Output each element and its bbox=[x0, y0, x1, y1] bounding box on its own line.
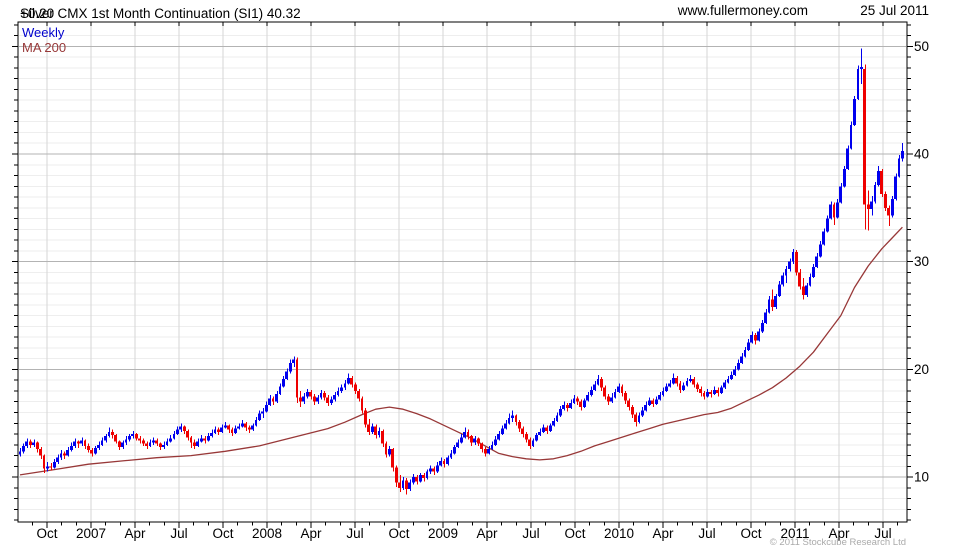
price-change: +0.20 bbox=[20, 6, 55, 21]
svg-text:2010: 2010 bbox=[604, 526, 634, 541]
svg-text:Oct: Oct bbox=[212, 526, 233, 541]
svg-text:2008: 2008 bbox=[252, 526, 282, 541]
svg-text:Apr: Apr bbox=[124, 526, 146, 541]
svg-text:Apr: Apr bbox=[300, 526, 322, 541]
svg-text:Jul: Jul bbox=[346, 526, 363, 541]
svg-text:Apr: Apr bbox=[476, 526, 498, 541]
svg-text:Oct: Oct bbox=[388, 526, 409, 541]
legend-ma-label: MA 200 bbox=[22, 40, 67, 55]
candlesticks bbox=[19, 48, 904, 495]
svg-text:Oct: Oct bbox=[564, 526, 585, 541]
ma-200-line bbox=[19, 226, 903, 476]
chart-title-text: Silver CMX 1st Month Continuation (SI1) … bbox=[20, 6, 301, 21]
svg-text:10: 10 bbox=[914, 470, 929, 485]
svg-text:Oct: Oct bbox=[36, 526, 57, 541]
date-label: 25 Jul 2011 bbox=[860, 3, 929, 18]
svg-text:Jul: Jul bbox=[170, 526, 187, 541]
svg-text:50: 50 bbox=[914, 39, 929, 54]
website-label: www.fullermoney.com bbox=[677, 3, 808, 18]
svg-text:2011: 2011 bbox=[780, 526, 809, 541]
svg-text:2009: 2009 bbox=[428, 526, 458, 541]
svg-text:Jul: Jul bbox=[522, 526, 539, 541]
copyright-text: © 2011 Stockcube Research Ltd bbox=[769, 537, 906, 548]
svg-text:Apr: Apr bbox=[652, 526, 674, 541]
legend-series-label: Weekly bbox=[22, 25, 65, 40]
svg-text:30: 30 bbox=[914, 254, 929, 269]
svg-text:20: 20 bbox=[914, 362, 929, 377]
svg-text:2007: 2007 bbox=[76, 526, 106, 541]
svg-text:Apr: Apr bbox=[828, 526, 850, 541]
grid bbox=[19, 23, 906, 521]
svg-text:Oct: Oct bbox=[740, 526, 761, 541]
axes bbox=[12, 21, 913, 528]
svg-text:40: 40 bbox=[914, 147, 929, 162]
svg-text:Jul: Jul bbox=[698, 526, 715, 541]
svg-text:Jul: Jul bbox=[874, 526, 891, 541]
